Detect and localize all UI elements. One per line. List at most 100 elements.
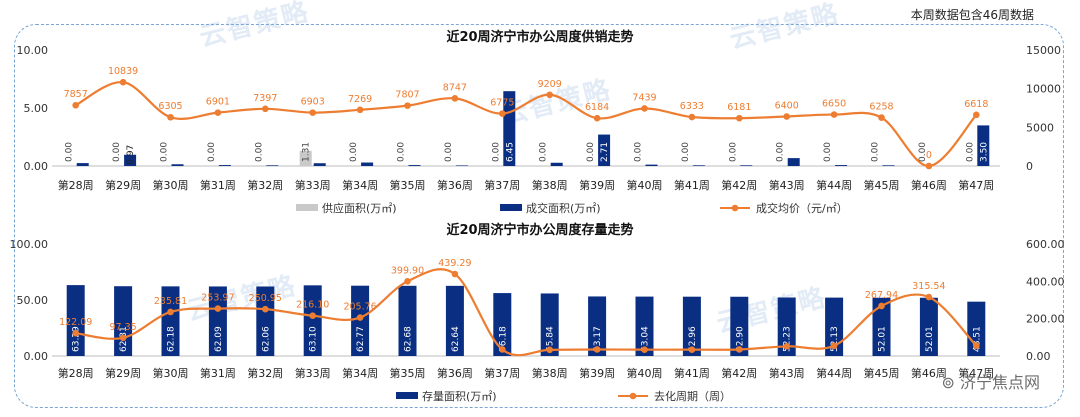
right-axis-tick-label: 15000 <box>1026 44 1061 57</box>
stock-bar-label: 52.13 <box>830 326 840 352</box>
deal-bar <box>835 165 848 166</box>
legend-swatch-supply <box>296 204 318 211</box>
supply-bar-label: 0.00 <box>207 142 217 162</box>
right-axis-tick-label: 0.00 <box>1026 350 1051 363</box>
right-axis-tick-label: 10000 <box>1026 83 1061 96</box>
avg-price-label: 7269 <box>348 94 372 105</box>
right-axis-tick-label: 600.00 <box>1026 238 1065 251</box>
left-axis-tick-label: 10.00 <box>17 44 49 57</box>
avg-price-point <box>262 105 269 113</box>
stock-bar-label: 63.29 <box>72 326 82 352</box>
deal-bar-label: 3.50 <box>979 142 989 162</box>
supply-bar-label: 0.00 <box>634 142 644 162</box>
deal-bar <box>598 134 611 166</box>
x-axis-tick-label: 第34周 <box>342 178 378 192</box>
x-axis-tick-label: 第45周 <box>864 366 900 380</box>
x-axis-tick-label: 第44周 <box>816 178 852 192</box>
legend-swatch-marker <box>629 392 637 400</box>
supply-bar-label: 0.00 <box>871 142 881 162</box>
legend-label: 成交均价（元/㎡） <box>756 201 848 215</box>
footer-brand-label: 济宁焦点网 <box>959 373 1040 392</box>
deal-bar <box>76 163 89 166</box>
left-axis-tick-label: 50.00 <box>17 294 49 307</box>
supply-bar-label: 0.00 <box>823 142 833 162</box>
chart-title: 近20周济宁市办公周度供销走势 <box>446 29 633 45</box>
sell-through-point <box>404 278 411 285</box>
stock-bar-label: 62.77 <box>356 326 366 352</box>
sell-through-point <box>783 342 790 350</box>
stock-bar <box>445 285 464 356</box>
stock-bar-label: 56.18 <box>498 326 508 352</box>
sell-through-point <box>499 346 506 353</box>
stock-bar-label: 52.01 <box>878 326 888 352</box>
stock-bar-label: 62.06 <box>261 326 271 352</box>
x-axis-tick-label: 第36周 <box>437 366 473 380</box>
deal-bar <box>645 164 658 166</box>
x-axis-tick-label: 第29周 <box>105 366 141 380</box>
sell-through-label: 97.35 <box>109 322 136 333</box>
x-axis-tick-label: 第41周 <box>674 366 710 380</box>
x-axis-tick-label: 第31周 <box>200 178 236 192</box>
stock-bar-label: 63.10 <box>309 326 319 352</box>
stock-bar <box>825 297 844 356</box>
avg-price-label: 6333 <box>680 101 704 112</box>
deal-bar <box>408 165 421 166</box>
x-axis-tick-label: 第46周 <box>911 366 947 380</box>
avg-price-point <box>593 114 601 122</box>
sell-through-point <box>356 314 364 321</box>
stock-bar <box>635 296 654 356</box>
legend-swatch-stock <box>396 392 418 399</box>
avg-price-label: 6901 <box>206 97 230 108</box>
avg-price-point <box>119 78 127 86</box>
sell-through-point <box>593 346 601 353</box>
x-axis-tick-label: 第28周 <box>58 178 94 192</box>
avg-price-point <box>451 95 459 102</box>
supply-bar-label: 1.31 <box>302 142 312 162</box>
stock-bar <box>730 296 749 356</box>
deal-bar <box>313 163 326 166</box>
sell-through-point <box>451 270 459 278</box>
sell-through-point <box>119 334 127 342</box>
avg-price-point <box>736 114 743 122</box>
stock-bar <box>493 293 512 356</box>
supply-bar-label: 0.00 <box>586 142 596 162</box>
deal-bar <box>550 162 563 166</box>
supply-bar-label: 0.00 <box>160 142 170 162</box>
sell-through-point <box>546 346 553 354</box>
supply-bar-label: 0.00 <box>728 142 738 162</box>
x-axis-tick-label: 第36周 <box>437 178 473 192</box>
x-axis-tick-label: 第40周 <box>627 178 663 192</box>
sell-through-point <box>214 305 222 312</box>
stock-bar <box>588 296 607 356</box>
data-coverage-note: 本周数据包含46周数据 <box>910 8 1034 22</box>
supply-bar-label: 0.00 <box>65 142 75 162</box>
x-axis-tick-label: 第39周 <box>579 366 615 380</box>
stock-bar-label: 52.96 <box>688 326 698 352</box>
stock-bar-label: 52.01 <box>925 326 935 352</box>
avg-price-label: 7439 <box>632 92 656 103</box>
avg-price-label: 6775 <box>490 98 514 109</box>
supply-bar-label: 0.00 <box>254 142 264 162</box>
left-axis-tick-label: 0.00 <box>24 350 49 363</box>
x-axis-tick-label: 第40周 <box>627 366 663 380</box>
stock-bar <box>208 286 227 356</box>
stock-bar-label: 52.23 <box>783 326 793 352</box>
right-axis-tick-label: 200.00 <box>1026 313 1065 326</box>
x-axis-tick-label: 第30周 <box>153 178 189 192</box>
deal-bar <box>361 162 374 166</box>
stock-bar <box>398 285 417 356</box>
x-axis-tick-label: 第32周 <box>247 178 283 192</box>
x-axis-tick-label: 第29周 <box>105 178 141 192</box>
x-axis-tick-label: 第33周 <box>295 366 331 380</box>
deal-bar <box>977 125 990 166</box>
x-axis-tick-label: 第31周 <box>200 366 236 380</box>
stock-bar <box>682 296 701 356</box>
avg-price-point <box>973 111 980 119</box>
chart-title: 近20周济宁市办公周度存量走势 <box>446 222 633 238</box>
supply-bar <box>299 150 312 166</box>
avg-price-point <box>499 110 506 117</box>
avg-price-point <box>783 113 790 120</box>
x-axis-tick-label: 第42周 <box>721 178 757 192</box>
avg-price-label: 6400 <box>775 101 799 112</box>
